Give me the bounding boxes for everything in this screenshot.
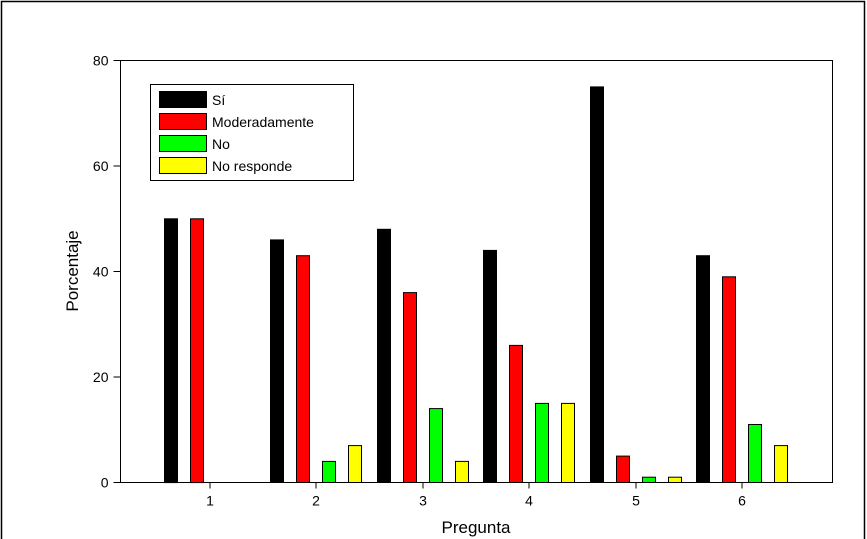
y-tick-label: 60	[93, 158, 109, 174]
bar-q6-s2	[722, 276, 736, 483]
x-tick-label: 4	[525, 493, 533, 509]
bar-q4-s1	[483, 249, 497, 483]
y-tick-label: 20	[93, 369, 109, 385]
bar-q1-s2	[190, 218, 204, 484]
bar-q4-s2	[509, 344, 523, 483]
legend-label: No responde	[212, 158, 292, 174]
bar-q4-s3	[535, 402, 549, 483]
x-tick-label: 1	[206, 493, 214, 509]
bar-q4-s4	[561, 402, 575, 483]
bar-q2-s2	[296, 255, 310, 483]
x-tick-label: 2	[312, 493, 320, 509]
bar-q2-s1	[270, 239, 284, 483]
y-tick-label: 0	[101, 475, 109, 491]
legend-swatch	[159, 91, 207, 108]
y-tick-label: 80	[93, 53, 109, 69]
bar-q3-s3	[429, 408, 443, 484]
bar-q3-s2	[403, 292, 417, 483]
bar-q3-s4	[455, 460, 469, 483]
legend-swatch	[159, 157, 207, 174]
x-tick-label: 6	[738, 493, 746, 509]
bar-q5-s3	[642, 476, 656, 484]
bar-q6-s3	[748, 424, 762, 483]
x-tick-label: 3	[419, 493, 427, 509]
legend: Sí Moderadamente No No responde	[150, 84, 354, 181]
x-axis: 1 2 3 4 5 6	[206, 482, 746, 509]
y-axis-title: Porcentaje	[63, 230, 82, 311]
legend-label: Sí	[212, 92, 225, 108]
bar-q6-s1	[696, 255, 710, 483]
legend-swatch	[159, 113, 207, 130]
x-axis-title: Pregunta	[442, 518, 512, 537]
bar-q2-s4	[348, 445, 362, 484]
bars-group	[164, 86, 788, 484]
legend-label: Moderadamente	[212, 114, 314, 130]
legend-label: No	[212, 136, 230, 152]
bar-q2-s3	[322, 460, 336, 483]
y-tick-label: 40	[93, 264, 109, 280]
y-axis: 0 20 40 60 80	[93, 53, 121, 491]
bar-q5-s1	[590, 86, 604, 484]
bar-q1-s1	[164, 218, 178, 484]
x-tick-label: 5	[632, 493, 640, 509]
bar-q6-s4	[774, 445, 788, 484]
legend-swatch	[159, 135, 207, 152]
bar-q5-s4	[668, 476, 682, 484]
plot-area: 0 20 40 60 80 1 2 3 4 5 6	[93, 53, 833, 509]
bar-q5-s2	[616, 455, 630, 484]
bar-q3-s1	[377, 228, 391, 483]
